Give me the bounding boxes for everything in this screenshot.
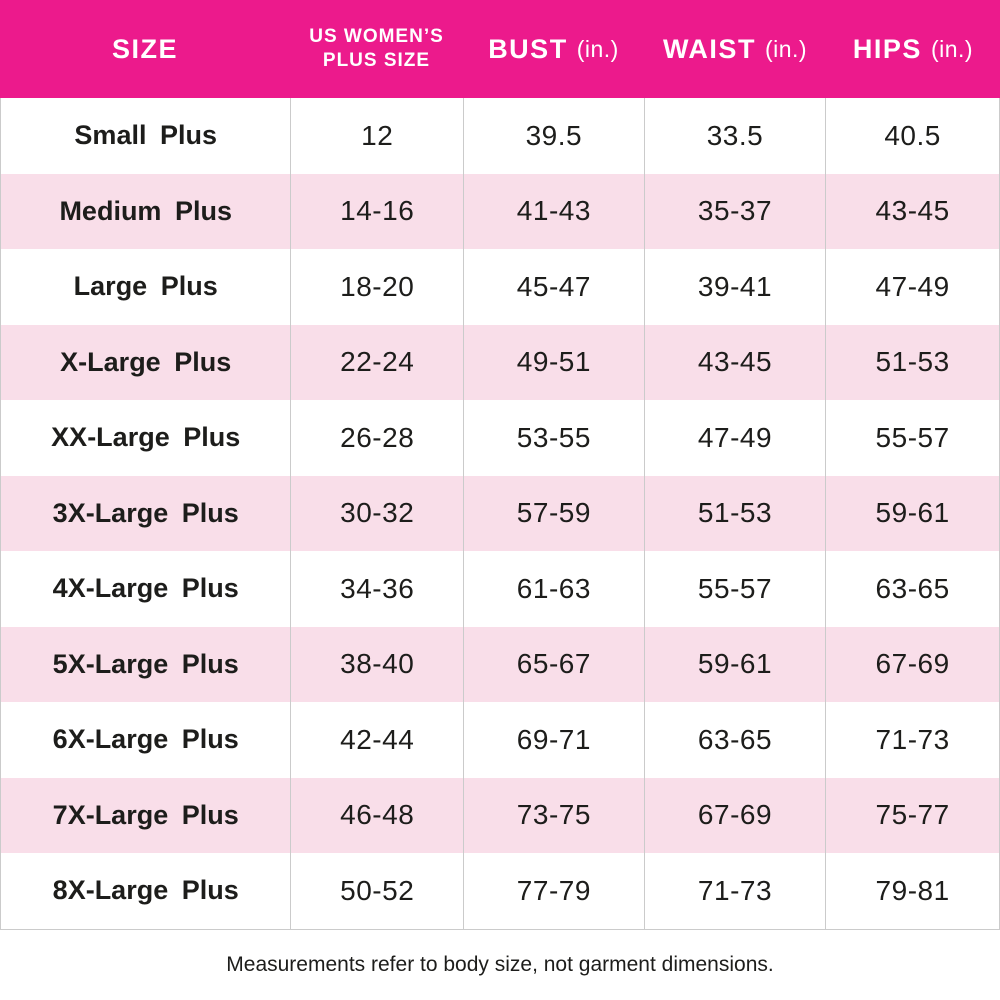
header-waist-label: WAIST [662, 33, 756, 64]
bust-value: 73-75 [463, 777, 644, 853]
hips-value: 67-69 [825, 626, 999, 702]
hips-value: 75-77 [825, 777, 999, 853]
header-size-label: SIZE [111, 33, 178, 64]
size-label: XX-Large Plus [51, 422, 241, 453]
waist-value: 67-69 [643, 777, 826, 853]
table-row-large-plus: Large Plus 18-20 45-47 39-41 47-49 [1, 249, 999, 325]
size-label: 5X-Large Plus [52, 648, 239, 679]
hips-value: 47-49 [825, 249, 999, 325]
header-hips-unit: (in.) [930, 35, 974, 62]
hips-value: 51-53 [825, 324, 999, 400]
bust-value: 69-71 [463, 702, 644, 778]
size-label: Small Plus [74, 120, 217, 151]
us-size-value: 38-40 [290, 626, 463, 702]
size-label: X-Large Plus [60, 346, 232, 377]
hips-value: 55-57 [825, 400, 999, 476]
waist-value: 59-61 [643, 626, 826, 702]
size-label: 7X-Large Plus [52, 799, 239, 830]
size-label: Medium Plus [59, 195, 232, 226]
us-size-value: 34-36 [290, 551, 463, 627]
header-bust-unit: (in.) [576, 35, 619, 62]
bust-value: 49-51 [463, 324, 644, 400]
us-size-value: 22-24 [290, 324, 463, 400]
hips-value: 79-81 [825, 853, 999, 929]
header-hips-label: HIPS [852, 33, 922, 64]
bust-value: 61-63 [463, 551, 644, 627]
footer: Measurements refer to body size, not gar… [0, 930, 1000, 1000]
us-size-value: 18-20 [290, 249, 463, 325]
header-hips: HIPS (in.) [826, 0, 1000, 98]
header-us-womens-line1: US WOMEN’S [309, 26, 444, 48]
bust-value: 39.5 [463, 98, 644, 174]
table-row-8x-large-plus: 8X-Large Plus 50-52 77-79 71-73 79-81 [1, 853, 999, 929]
hips-value: 63-65 [825, 551, 999, 627]
table-row-xx-large-plus: XX-Large Plus 26-28 53-55 47-49 55-57 [1, 400, 999, 476]
table-row-5x-large-plus: 5X-Large Plus 38-40 65-67 59-61 67-69 [1, 626, 999, 702]
table-row-6x-large-plus: 6X-Large Plus 42-44 69-71 63-65 71-73 [1, 702, 999, 778]
us-size-value: 14-16 [290, 173, 463, 249]
hips-value: 40.5 [825, 98, 999, 174]
table-row-3x-large-plus: 3X-Large Plus 30-32 57-59 51-53 59-61 [1, 475, 999, 551]
us-size-value: 30-32 [290, 475, 463, 551]
header-waist: WAIST (in.) [644, 0, 826, 98]
size-label: Large Plus [73, 271, 218, 302]
table-row-medium-plus: Medium Plus 14-16 41-43 35-37 43-45 [1, 173, 999, 249]
size-label: 8X-Large Plus [52, 875, 239, 906]
bust-value: 65-67 [463, 626, 644, 702]
measurement-note: Measurements refer to body size, not gar… [226, 952, 774, 976]
hips-value: 71-73 [825, 702, 999, 778]
bust-value: 53-55 [463, 400, 644, 476]
header-us-womens-plus-size-label: US WOMEN’S PLUS SIZE [309, 25, 444, 73]
bust-value: 57-59 [463, 475, 644, 551]
header-us-womens-plus-size: US WOMEN’S PLUS SIZE [290, 0, 463, 98]
waist-value: 47-49 [643, 400, 826, 476]
size-label: 3X-Large Plus [52, 497, 239, 528]
table-header-row: SIZE US WOMEN’S PLUS SIZE BUST (in.) WAI… [0, 0, 1000, 98]
waist-value: 33.5 [643, 98, 826, 174]
size-label: 4X-Large Plus [52, 573, 239, 604]
bust-value: 77-79 [463, 853, 644, 929]
hips-value: 43-45 [825, 173, 999, 249]
us-size-value: 26-28 [290, 400, 463, 476]
hips-value: 59-61 [825, 475, 999, 551]
us-size-value: 12 [290, 98, 463, 174]
us-size-value: 50-52 [290, 853, 463, 929]
table-body: Small Plus 12 39.5 33.5 40.5 Medium Plus… [0, 98, 1000, 930]
us-size-value: 46-48 [290, 777, 463, 853]
waist-value: 43-45 [643, 324, 826, 400]
waist-value: 35-37 [643, 173, 826, 249]
header-us-womens-line2: PLUS SIZE [322, 50, 431, 71]
table-row-x-large-plus: X-Large Plus 22-24 49-51 43-45 51-53 [1, 324, 999, 400]
header-size: SIZE [0, 0, 290, 98]
us-size-value: 42-44 [290, 702, 463, 778]
header-bust-label: BUST [488, 33, 568, 64]
bust-value: 41-43 [463, 173, 644, 249]
waist-value: 39-41 [643, 249, 826, 325]
table-row-4x-large-plus: 4X-Large Plus 34-36 61-63 55-57 63-65 [1, 551, 999, 627]
size-label: 6X-Large Plus [52, 724, 239, 755]
waist-value: 63-65 [643, 702, 826, 778]
header-waist-unit: (in.) [764, 35, 808, 62]
table-row-7x-large-plus: 7X-Large Plus 46-48 73-75 67-69 75-77 [1, 777, 999, 853]
table-row-small-plus: Small Plus 12 39.5 33.5 40.5 [1, 98, 999, 174]
waist-value: 51-53 [643, 475, 826, 551]
header-bust: BUST (in.) [463, 0, 644, 98]
bust-value: 45-47 [463, 249, 644, 325]
waist-value: 55-57 [643, 551, 826, 627]
waist-value: 71-73 [643, 853, 826, 929]
